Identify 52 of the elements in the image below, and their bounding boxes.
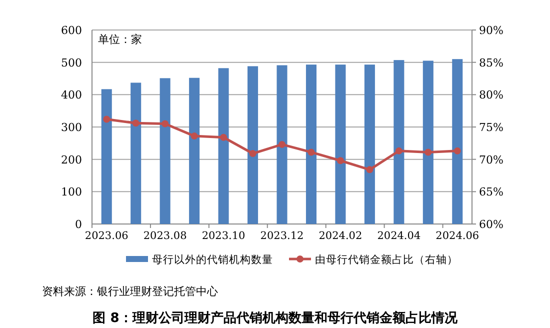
bar: [189, 78, 200, 224]
y-tick-label: 300: [61, 121, 82, 134]
bar: [335, 64, 346, 224]
y2-tick-label: 80%: [479, 88, 504, 102]
point: [278, 140, 286, 148]
y2-tick-label: 60%: [479, 218, 504, 231]
bar: [394, 60, 404, 224]
bar: [218, 68, 229, 224]
point: [249, 150, 256, 158]
point: [454, 147, 461, 154]
point: [103, 116, 110, 123]
point: [395, 147, 402, 154]
bar: [101, 89, 112, 224]
text: 资料来源：银行业理财登记托管中心: [42, 285, 218, 298]
y2-tick-label: 75%: [479, 121, 504, 134]
point: [132, 120, 140, 127]
point: [424, 148, 432, 156]
legend-label: 由母行代销金额占比（右轴）: [315, 253, 458, 266]
bar: [452, 59, 463, 224]
x-tick-label: 2023.06: [84, 230, 129, 242]
x-tick-label: 2024.04: [377, 230, 421, 242]
y2-tick-label: 70%: [479, 153, 504, 166]
point: [336, 157, 344, 164]
bar: [306, 64, 316, 224]
y-tick-label: 600: [61, 24, 82, 37]
legend-label: 母行以外的代销机构数量: [152, 253, 273, 266]
text: 图 8：理财公司理财产品代销机构数量和母行代销金额占比情况: [92, 310, 458, 326]
bar: [248, 66, 258, 224]
point: [308, 148, 315, 156]
point: [220, 134, 228, 141]
x-tick-label: 2023.08: [143, 230, 187, 242]
bar: [364, 64, 375, 224]
annotation: 单位：家: [98, 33, 142, 46]
bar: [422, 60, 434, 224]
point: [162, 120, 169, 128]
x-tick-label: 2023.12: [260, 230, 304, 242]
y-tick-label: 100: [61, 186, 82, 199]
x-tick-label: 2024.02: [318, 230, 362, 242]
point: [190, 132, 198, 140]
point: [366, 166, 374, 174]
bar: [130, 82, 142, 224]
bar: [276, 65, 288, 224]
y-tick-label: 500: [61, 56, 82, 70]
y2-tick-label: 90%: [479, 24, 504, 37]
y2-tick-label: 65%: [479, 186, 504, 199]
y2-tick-label: 85%: [479, 56, 504, 70]
x-tick-label: 2023.10: [202, 230, 246, 242]
y-tick-label: 400: [61, 88, 82, 102]
y-tick-label: 0: [75, 218, 82, 231]
bar: [160, 78, 170, 224]
y-tick-label: 200: [61, 153, 82, 166]
x-tick-label: 2024.06: [436, 230, 480, 242]
